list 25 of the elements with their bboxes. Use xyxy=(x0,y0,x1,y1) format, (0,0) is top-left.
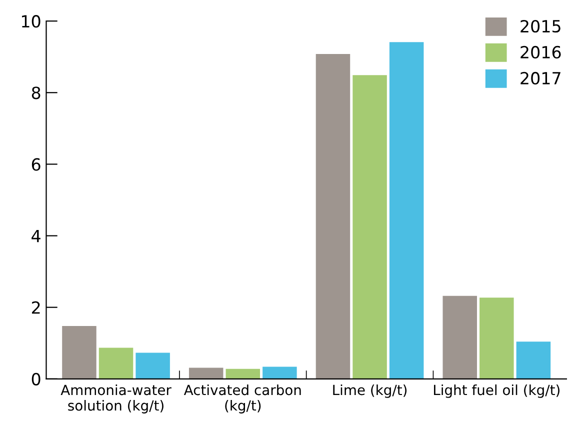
legend-label: 2016 xyxy=(520,46,561,59)
x-tick-label: Light fuel oil (kg/t) xyxy=(434,384,560,398)
bar xyxy=(62,326,96,379)
bar xyxy=(136,352,170,379)
bar xyxy=(352,75,387,379)
legend-label: 2015 xyxy=(520,20,560,33)
x-tick-label: Activated carbon (kg/t) xyxy=(184,384,301,414)
bar xyxy=(389,42,424,379)
bar xyxy=(262,366,297,379)
y-tick-label: 6 xyxy=(32,158,40,171)
y-tick-label: 8 xyxy=(32,86,40,100)
x-tick-label: Lime (kg/t) xyxy=(333,384,407,398)
bar xyxy=(316,54,350,379)
legend-label: 2017 xyxy=(520,72,560,84)
bar xyxy=(516,342,551,379)
bar xyxy=(226,368,260,379)
y-tick-label: 2 xyxy=(32,301,40,314)
y-tick-label: 10 xyxy=(22,15,40,28)
y-tick-label: 4 xyxy=(32,230,40,242)
bar xyxy=(442,296,477,379)
bar xyxy=(98,348,134,379)
y-tick-label: 0 xyxy=(32,372,40,386)
bar xyxy=(188,368,224,379)
x-tick-label: Ammonia-water solution (kg/t) xyxy=(60,384,172,414)
bar xyxy=(480,298,514,379)
